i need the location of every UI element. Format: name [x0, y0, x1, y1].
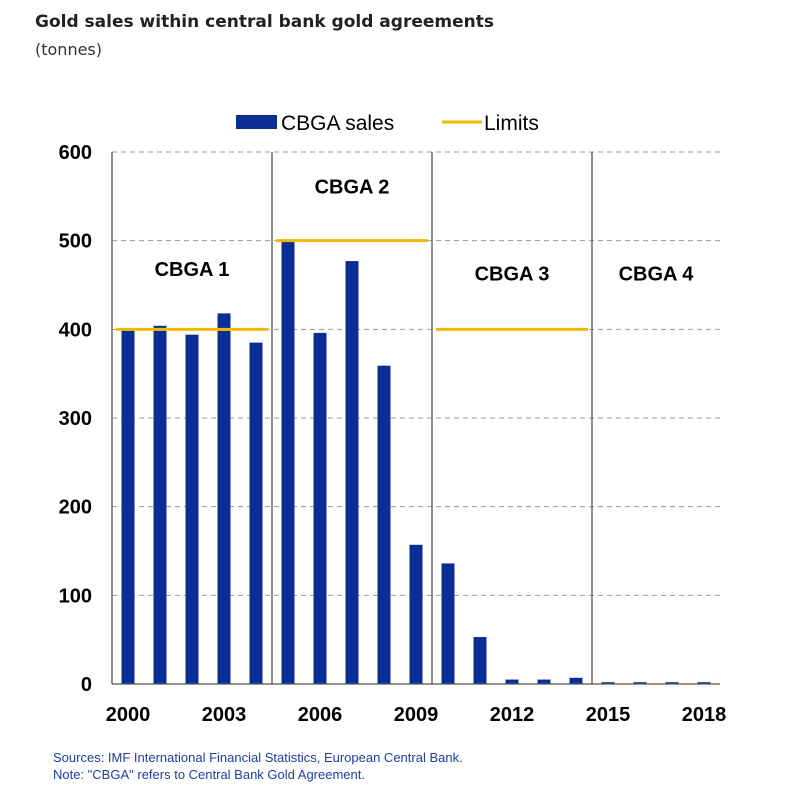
y-tick-label: 0	[81, 674, 92, 696]
bar	[633, 682, 647, 684]
bar	[217, 313, 231, 684]
x-tick-label: 2006	[298, 704, 343, 726]
x-tick-label: 2018	[682, 704, 727, 726]
bar	[185, 334, 199, 684]
bar	[697, 682, 711, 684]
legend-label: Limits	[484, 112, 539, 135]
legend-bar-swatch	[236, 115, 277, 129]
bar	[665, 682, 679, 684]
period-label: CBGA 3	[475, 264, 550, 286]
bar	[281, 241, 295, 684]
y-tick-label: 400	[59, 319, 92, 341]
bar	[441, 563, 455, 684]
bar	[569, 677, 583, 684]
y-tick-label: 100	[59, 585, 92, 607]
bar	[537, 679, 551, 684]
bar	[601, 682, 615, 684]
y-tick-label: 200	[59, 497, 92, 519]
period-label: CBGA 2	[315, 177, 390, 199]
legend-label: CBGA sales	[281, 112, 394, 135]
chart-title: Gold sales within central bank gold agre…	[35, 12, 494, 32]
period-label: CBGA 1	[155, 259, 230, 281]
sources-line: Sources: IMF International Financial Sta…	[53, 750, 463, 765]
y-tick-label: 500	[59, 231, 92, 253]
x-tick-label: 2000	[106, 704, 151, 726]
x-tick-label: 2012	[490, 704, 535, 726]
period-label: CBGA 4	[619, 264, 695, 286]
x-tick-label: 2003	[202, 704, 247, 726]
bar	[377, 365, 391, 684]
bar	[153, 325, 167, 684]
bar	[249, 342, 263, 684]
x-tick-label: 2015	[586, 704, 631, 726]
bar	[505, 679, 519, 684]
note-line: Note: "CBGA" refers to Central Bank Gold…	[53, 767, 365, 782]
y-tick-label: 600	[59, 142, 92, 164]
bar	[313, 332, 327, 684]
y-tick-label: 300	[59, 408, 92, 430]
bar	[473, 637, 487, 684]
bar	[121, 329, 135, 684]
x-tick-label: 2009	[394, 704, 439, 726]
chart-subtitle: (tonnes)	[35, 40, 103, 59]
chart-sources: Sources: IMF International Financial Sta…	[53, 749, 463, 783]
bar	[345, 261, 359, 684]
bar	[409, 544, 423, 684]
